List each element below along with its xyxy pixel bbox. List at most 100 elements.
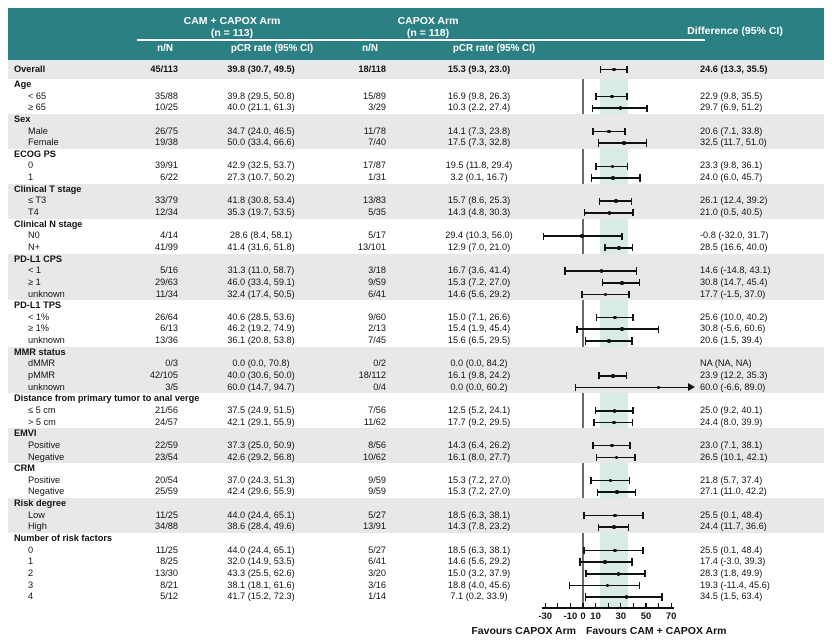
difference-value: 24.0 (6.0, 45.7) [700, 172, 763, 183]
arm1-n-n-value: 24/57 [155, 416, 178, 427]
ci-point-estimate [607, 339, 611, 343]
arm2-pcr-value: 17.7 (9.2, 29.5) [447, 416, 511, 427]
ci-line [598, 200, 633, 203]
ci-point-estimate [605, 583, 610, 588]
difference-value: 24.4 (8.0, 39.9) [700, 416, 763, 427]
arm1-n-n-value: 8/25 [160, 556, 178, 567]
ci-line [585, 572, 646, 575]
ci-point-estimate [613, 315, 618, 320]
group-label: Number of risk factors [14, 532, 113, 543]
axis-tick-label: -10 [563, 611, 578, 622]
ci-point-estimate [620, 280, 624, 285]
ci-cap-left [601, 279, 604, 287]
group-header-row: Clinical N stage [8, 219, 824, 231]
arm2-n-n-value: 9/59 [368, 486, 386, 497]
subgroup-row: 2 13/30 43.3 (25.5, 62.6) 3/20 15.0 (3.2, 37… [8, 568, 824, 580]
arm2-header: CAPOX Arm (n = 118) [320, 15, 536, 39]
group-clinical-n-stage: Clinical N stage N0 4/14 28.6 (8.4, 58.1) 5/… [8, 219, 824, 254]
arm1-pcr-value: 41.7 (15.2, 72.3) [227, 591, 295, 602]
difference-value: 29.7 (6.9, 51.2) [700, 102, 763, 113]
ci-cap-left [583, 209, 586, 217]
arm1-n-n-value: 10/25 [155, 102, 178, 113]
arm1-pcr-value: 42.9 (32.5, 53.7) [227, 160, 295, 171]
arm1-n-n-value: 8/21 [160, 579, 178, 590]
ci-point-estimate [613, 513, 617, 518]
difference-value: 27.1 (11.0, 42.2) [700, 486, 767, 497]
arm1-pcr-value: 42.6 (29.2, 56.8) [227, 451, 295, 462]
ci-cap-right [635, 267, 638, 275]
row-label: ≥ 1% [28, 323, 49, 334]
subgroup-row: ≤ 5 cm 21/56 37.5 (24.9, 51.5) 7/56 12.5 (5.… [8, 405, 824, 417]
ci-point-estimate [615, 490, 619, 495]
ci-cap-left [599, 65, 602, 74]
arm1-pcr-value: 37.3 (25.0, 50.9) [227, 439, 295, 450]
header-underline [137, 39, 705, 41]
ci-line [579, 561, 633, 563]
arm2-pcr-value: 16.1 (8.0, 27.7) [447, 451, 511, 462]
arm2-pcr-value: 18.5 (6.3, 38.1) [447, 509, 511, 520]
row-label: 3 [28, 579, 34, 590]
group-number-of-risk-factors: Number of risk factors 0 11/25 44.0 (24.4, … [8, 533, 824, 603]
subgroup-row: unknown 13/36 36.1 (20.8, 53.8) 7/45 15.6 (6… [8, 335, 824, 347]
arm1-pcr-value: 32.0 (14.9, 53.5) [227, 556, 295, 567]
arm2-n-n-value: 5/27 [368, 509, 386, 520]
group-header-row: Distance from primary tumor to anal verg… [8, 393, 824, 405]
arm2-pcr-value: 15.3 (7.2, 27.0) [447, 276, 511, 287]
arm1-n-n-value: 39/91 [155, 160, 178, 171]
arm2-pcr-value: 16.9 (9.8, 26.3) [447, 90, 511, 101]
row-label: unknown [28, 288, 65, 299]
arm1-n-n-value: 26/64 [155, 311, 178, 322]
arm1-pcr-value: 39.8 (30.7, 49.5) [227, 64, 295, 74]
arm1-n-n-value: 5/16 [160, 265, 178, 276]
group-label: CRM [14, 463, 35, 474]
arm2-n-n-value: 7/56 [368, 404, 386, 415]
ci-point-estimate [617, 245, 621, 250]
arm2-pcr-value: 17.5 (7.3, 32.8) [447, 137, 511, 148]
ci-cap-right [642, 546, 644, 555]
ci-cap-right [628, 290, 630, 298]
ci-line [591, 130, 626, 133]
group-label: Risk degree [14, 498, 67, 509]
arm1-n-n-value: 22/59 [155, 439, 178, 450]
arm1-pcr-value: 28.6 (8.4, 58.1) [229, 230, 293, 241]
difference-value: 30.8 (14.7, 45.4) [700, 276, 768, 287]
group-label: Clinical N stage [14, 218, 83, 229]
arm1-pcr-value: 38.6 (28.4, 49.6) [227, 521, 295, 532]
ci-point-estimate [624, 595, 629, 599]
ci-cap-left [595, 453, 598, 461]
arm2-n-n-value: 11/78 [363, 125, 386, 136]
axis-tick [632, 603, 635, 608]
ci-point-estimate [611, 420, 616, 425]
row-label: 1 [28, 556, 34, 567]
subgroup-row: pMMR 42/105 40.0 (30.6, 50.0) 18/112 16.1 (9… [8, 370, 824, 382]
difference-value: 34.5 (1.5, 63.4) [700, 591, 763, 602]
difference-value: 60.0 (-6.6, 89.0) [700, 381, 766, 392]
row-label: < 65 [28, 90, 47, 101]
arm2-pcr-value: 14.3 (6.4, 26.2) [447, 439, 511, 450]
row-label: 0 [28, 544, 34, 555]
difference-value: NA (NA, NA) [700, 358, 752, 369]
arm1-n-n-value: 12/34 [155, 207, 178, 218]
ci-cap-right [628, 477, 631, 485]
arm1-pcr-value: 27.3 (10.7, 50.2) [227, 172, 295, 183]
difference-value: 14.6 (-14.8, 43.1) [700, 265, 771, 276]
ci-line [575, 328, 660, 331]
arm2-n-n-value: 1/14 [368, 591, 386, 602]
ci-line [584, 596, 663, 598]
arm2-pcr-value: 12.5 (5.2, 24.1) [447, 404, 511, 415]
arm2-n-n-value: 9/59 [368, 474, 386, 485]
ci-cap-left [595, 92, 597, 101]
group-header-row: CRM [8, 463, 824, 475]
row-label: dMMR [28, 358, 56, 369]
arm2-pcr-value: 15.3 (7.2, 27.0) [447, 486, 511, 497]
ci-line [581, 293, 630, 296]
group-header-row: Clinical T stage [8, 184, 824, 196]
difference-value: 21.8 (5.7, 37.4) [700, 474, 763, 485]
group-label: EMVI [14, 428, 37, 439]
row-label: Negative [28, 486, 65, 497]
arm2-n-n-value: 13/101 [357, 241, 386, 252]
difference-value: 23.3 (9.8, 36.1) [700, 160, 763, 171]
arm2-pcr-value: 14.3 (4.8, 30.3) [447, 207, 511, 218]
arm2-pcr-value: 15.0 (3.2, 37.9) [447, 567, 511, 578]
